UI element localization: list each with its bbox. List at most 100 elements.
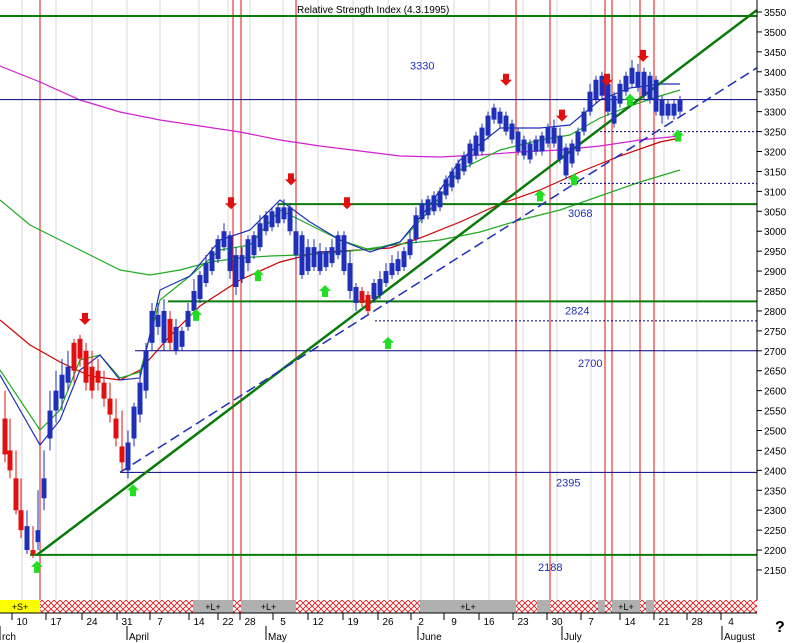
candle-body — [461, 155, 467, 172]
candle-body — [677, 99, 683, 112]
x-tick-label: 19 — [347, 617, 359, 628]
level-label-2700: 2700 — [578, 358, 602, 370]
y-tick-label: 3050 — [764, 207, 787, 218]
candle-body — [413, 215, 419, 240]
level-label-2395: 2395 — [556, 477, 580, 489]
y-axis: 3550 3500 3450 3400 3350 3300 3250 3200 3150 3100… — [756, 0, 787, 600]
candle-body — [365, 294, 371, 311]
candle-body — [581, 111, 587, 132]
y-tick-label: 3500 — [764, 28, 787, 39]
candle-body — [7, 450, 13, 471]
candle-body — [485, 115, 491, 136]
candle-body — [563, 147, 569, 176]
month-label: June — [420, 632, 442, 643]
candle-body — [281, 207, 287, 220]
candle-body — [191, 291, 197, 311]
candle-body — [467, 143, 473, 164]
signal-segment — [646, 600, 654, 613]
sell-arrow — [79, 312, 91, 325]
candle-body — [179, 330, 185, 347]
sell-arrow — [285, 173, 297, 186]
x-tick-label: 4 — [728, 617, 734, 628]
candle-body — [65, 366, 71, 383]
candle-body — [245, 239, 251, 264]
question-mark[interactable]: ? — [775, 619, 785, 636]
candle-body — [239, 255, 245, 280]
sell-arrow — [341, 197, 353, 210]
candle-body — [47, 410, 53, 439]
candle-body — [377, 279, 383, 295]
level-labels: 3330 3068 2824 2700 2395 2188 — [410, 61, 602, 574]
candle-body — [587, 91, 593, 112]
signal-segment — [0, 600, 40, 613]
buy-arrow — [127, 484, 139, 497]
candle-body — [551, 127, 557, 144]
candles — [2, 59, 683, 559]
y-tick-label: 2500 — [764, 427, 787, 438]
candle-body — [407, 239, 413, 256]
x-tick-label: 21 — [658, 617, 670, 628]
signal-bar: +S+ +L+ +L+ +L+ +L+ — [0, 600, 757, 614]
candle-body — [107, 398, 113, 415]
candle-body — [521, 139, 527, 156]
level-label-2824: 2824 — [565, 305, 589, 317]
candle-body — [593, 79, 599, 100]
candle-body — [18, 510, 24, 531]
x-tick-label: 7 — [157, 617, 163, 628]
x-tick-label: 16 — [483, 617, 495, 628]
x-tick-label: 5 — [280, 617, 286, 628]
y-tick-label: 2450 — [764, 446, 787, 457]
x-tick-label: 22 — [222, 617, 234, 628]
candle-body — [473, 135, 479, 156]
buy-arrow — [568, 173, 580, 186]
x-tick-label: 9 — [451, 617, 457, 628]
candle-body — [443, 179, 449, 196]
candle-body — [113, 418, 119, 439]
candle-body — [497, 111, 503, 124]
candle-body — [371, 283, 377, 299]
candle-body — [503, 115, 509, 132]
candle-body — [317, 251, 323, 272]
y-tick-label: 3300 — [764, 108, 787, 119]
candle-body — [24, 526, 30, 551]
buy-arrow — [190, 308, 202, 321]
candle-body — [137, 382, 143, 415]
sell-arrow — [601, 73, 613, 86]
candle-body — [599, 75, 605, 96]
x-tick-label: 30 — [551, 617, 563, 628]
candle-body — [569, 143, 575, 164]
candle-body — [71, 342, 77, 371]
candle-body — [419, 203, 425, 220]
y-tick-label: 2550 — [764, 407, 787, 418]
trend-lines — [36, 9, 758, 556]
month-label: July — [564, 632, 582, 643]
candle-body — [605, 83, 611, 112]
candle-body — [491, 107, 497, 120]
candle-body — [305, 247, 311, 272]
candle-body — [13, 478, 19, 511]
trend-line-dashed — [119, 67, 758, 473]
candle-body — [155, 314, 161, 327]
buy-arrow — [31, 560, 43, 573]
candle-body — [665, 103, 671, 116]
signal-label: +L+ — [205, 602, 221, 612]
candle-body — [635, 71, 641, 88]
candle-body — [347, 263, 353, 291]
x-tick-label: 2 — [418, 617, 424, 628]
x-tick-label: 31 — [121, 617, 133, 628]
chart-header: Relative Strength Index (4.3.1995) — [297, 5, 449, 16]
candle-body — [611, 95, 617, 124]
level-label-3330: 3330 — [410, 61, 434, 73]
signal-label: +L+ — [460, 602, 476, 612]
sell-arrow — [556, 109, 568, 122]
signal-segment — [598, 600, 605, 613]
y-tick-label: 2250 — [764, 526, 787, 537]
signal-segment — [241, 600, 296, 613]
candle-body — [527, 143, 533, 160]
buy-arrow — [672, 129, 684, 142]
candle-body — [131, 406, 137, 439]
y-tick-label: 2350 — [764, 486, 787, 497]
candle-body — [35, 530, 41, 543]
y-tick-label: 2950 — [764, 247, 787, 258]
candle-body — [653, 79, 659, 112]
